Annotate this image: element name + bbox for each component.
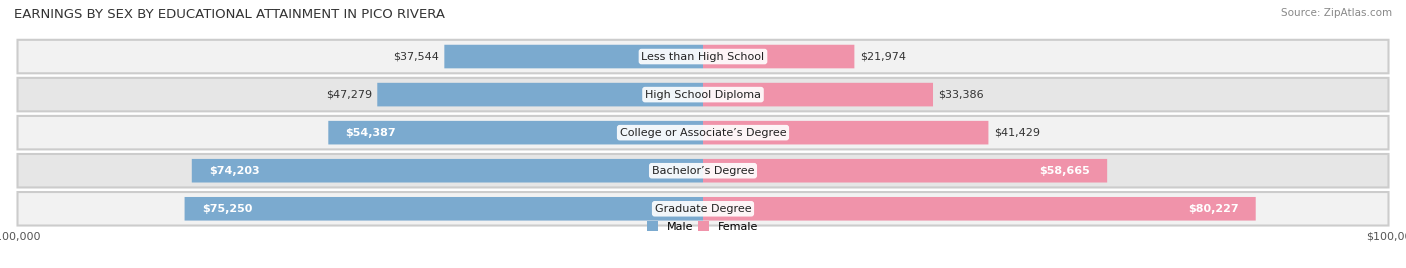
Text: High School Diploma: High School Diploma	[645, 90, 761, 100]
Legend: Male, Female: Male, Female	[647, 221, 759, 232]
FancyBboxPatch shape	[703, 121, 988, 144]
Text: $58,665: $58,665	[1039, 166, 1090, 176]
FancyBboxPatch shape	[703, 159, 1107, 183]
Text: $80,227: $80,227	[1188, 204, 1239, 214]
FancyBboxPatch shape	[703, 83, 934, 106]
FancyBboxPatch shape	[17, 116, 1389, 149]
Text: $33,386: $33,386	[939, 90, 984, 100]
Text: $54,387: $54,387	[346, 128, 396, 138]
Text: $74,203: $74,203	[209, 166, 260, 176]
FancyBboxPatch shape	[703, 45, 855, 68]
FancyBboxPatch shape	[184, 197, 703, 221]
FancyBboxPatch shape	[17, 40, 1389, 73]
FancyBboxPatch shape	[329, 121, 703, 144]
FancyBboxPatch shape	[17, 154, 1389, 187]
FancyBboxPatch shape	[377, 83, 703, 106]
Text: $37,544: $37,544	[392, 51, 439, 62]
Text: Bachelor’s Degree: Bachelor’s Degree	[652, 166, 754, 176]
FancyBboxPatch shape	[17, 192, 1389, 225]
Text: Source: ZipAtlas.com: Source: ZipAtlas.com	[1281, 8, 1392, 18]
Text: EARNINGS BY SEX BY EDUCATIONAL ATTAINMENT IN PICO RIVERA: EARNINGS BY SEX BY EDUCATIONAL ATTAINMEN…	[14, 8, 446, 21]
FancyBboxPatch shape	[191, 159, 703, 183]
FancyBboxPatch shape	[703, 197, 1256, 221]
Text: $21,974: $21,974	[860, 51, 905, 62]
FancyBboxPatch shape	[444, 45, 703, 68]
Text: College or Associate’s Degree: College or Associate’s Degree	[620, 128, 786, 138]
FancyBboxPatch shape	[17, 78, 1389, 111]
Text: Less than High School: Less than High School	[641, 51, 765, 62]
Text: $41,429: $41,429	[994, 128, 1040, 138]
Text: $75,250: $75,250	[202, 204, 252, 214]
Text: $47,279: $47,279	[326, 90, 371, 100]
Text: Graduate Degree: Graduate Degree	[655, 204, 751, 214]
